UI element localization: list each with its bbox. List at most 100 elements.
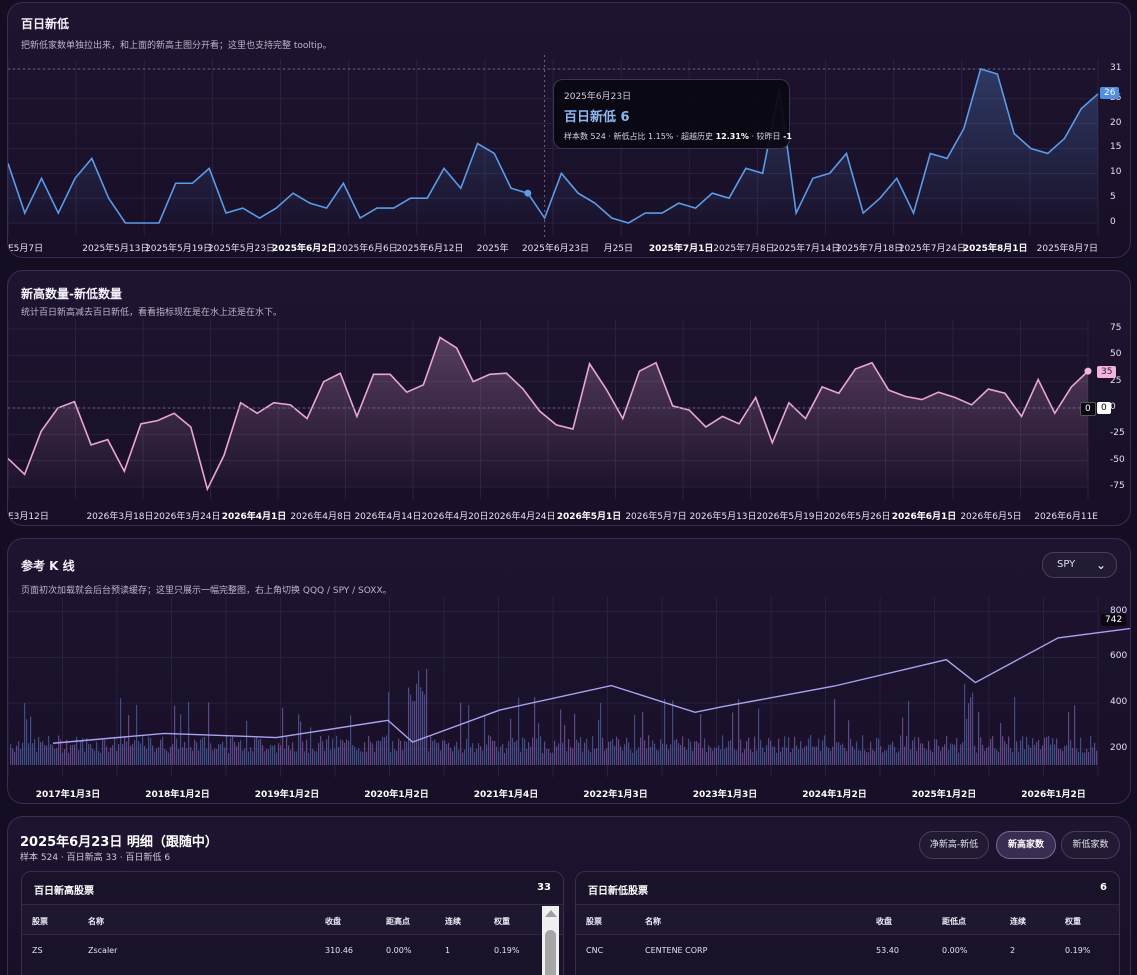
volume-bar (52, 744, 54, 765)
lows-count-button[interactable]: 新低家数 (1061, 831, 1120, 859)
column-header[interactable]: 距高点 (386, 917, 410, 926)
volume-bar (358, 748, 360, 765)
scrollbar[interactable] (542, 906, 559, 975)
highs-count-button[interactable]: 新高家数 (996, 831, 1056, 859)
volume-bar (432, 740, 434, 765)
series-line (8, 68, 1099, 224)
volume-bar (546, 748, 548, 765)
volume-bar (548, 749, 550, 765)
cell-name: Zscaler (88, 946, 118, 955)
volume-bar (482, 750, 484, 765)
net-highs-button[interactable]: 净新高-新低 (919, 831, 989, 859)
cell-symbol: CNC (586, 946, 604, 955)
symbol-select[interactable]: SPY ⌄ (1042, 552, 1117, 578)
volume-bar (646, 748, 648, 765)
volume-bar (200, 739, 202, 765)
volume-bar (32, 743, 34, 765)
volume-bar (28, 743, 30, 765)
volume-bar (902, 717, 904, 765)
volume-bar (204, 737, 206, 765)
table-row[interactable]: ZS Zscaler 310.46 0.00% 1 0.19% (22, 935, 563, 965)
volume-bar (686, 749, 688, 765)
kline-panel: 参考 K 线 页面初次加载就会后台预读缓存；这里只展示一幅完整图，右上角切换 Q… (7, 538, 1131, 804)
volume-bar (816, 746, 818, 765)
column-header[interactable]: 收盘 (876, 917, 892, 926)
volume-bar (62, 752, 64, 765)
volume-bar (222, 741, 224, 765)
x-tick-label: 2025年 (476, 244, 509, 254)
column-header[interactable]: 股票 (586, 917, 602, 926)
volume-bar (854, 749, 856, 765)
volume-bar (366, 751, 368, 765)
kline-chart[interactable] (8, 539, 1131, 804)
volume-bar (218, 744, 220, 765)
x-axis: E5月7日 2025年5月13日 2025年5月19日 2025年5月23日 2025年… (8, 241, 1098, 255)
volume-bar (148, 736, 150, 765)
x-axis: 2017年1月3日 2018年1月2日 2019年1月2日 2020年1月2日 2021… (8, 787, 1098, 801)
volume-bar (444, 740, 446, 765)
volume-bar (92, 748, 94, 765)
volume-bar (478, 743, 480, 765)
volume-bar (600, 703, 602, 765)
volume-bar (840, 745, 842, 765)
volume-bar (812, 746, 814, 765)
volume-bar (504, 752, 506, 765)
volume-bar (560, 709, 562, 765)
volume-bar (24, 703, 26, 765)
volume-bar (912, 740, 914, 765)
x-tick-label: 2025年5月23日 (207, 244, 275, 254)
net-highs-chart[interactable] (8, 271, 1131, 526)
column-header[interactable]: 距低点 (942, 917, 966, 926)
volume-bar (1008, 736, 1010, 765)
volume-bar (970, 697, 972, 765)
column-header[interactable]: 名称 (88, 917, 104, 926)
volume-bar (322, 741, 324, 765)
volume-bar (16, 745, 18, 765)
volume-bar (290, 749, 292, 765)
scroll-up-icon[interactable] (545, 910, 557, 917)
volume-bar (580, 736, 582, 765)
volume-bar (1080, 737, 1082, 765)
volume-bar (422, 691, 424, 765)
table-row[interactable]: CNC CENTENE CORP 53.40 0.00% 2 0.19% (576, 935, 1119, 965)
x-tick-label: 2021年1月4日 (473, 790, 539, 800)
cell-streak: 2 (1010, 946, 1016, 955)
scroll-thumb[interactable] (545, 930, 556, 975)
volume-bar (324, 750, 326, 765)
x-tick-label: 2026年6月11E (1034, 512, 1098, 522)
volume-bar (232, 736, 234, 765)
table-count: 33 (537, 882, 551, 893)
column-header[interactable]: 连续 (445, 917, 461, 926)
volume-bar (346, 739, 348, 765)
column-header[interactable]: 连续 (1010, 917, 1026, 926)
y-axis: 312520151050 (1104, 3, 1130, 257)
volume-bar (1044, 737, 1046, 765)
volume-bar (936, 739, 938, 765)
volume-bar (624, 744, 626, 765)
volume-bar (406, 741, 408, 765)
volume-bar (530, 746, 532, 765)
volume-bar (644, 740, 646, 765)
volume-bar (106, 746, 108, 765)
volume-bar (68, 752, 70, 765)
volume-bar (168, 752, 170, 765)
volume-bar (866, 752, 868, 765)
volume-bar (1060, 749, 1062, 765)
volume-bar (874, 751, 876, 765)
volume-bar (410, 694, 412, 765)
column-header[interactable]: 权重 (1065, 917, 1081, 926)
volume-bar (1066, 745, 1068, 765)
volume-bar (446, 743, 448, 765)
volume-bar (640, 737, 642, 765)
column-header[interactable]: 名称 (645, 917, 661, 926)
column-header[interactable]: 权重 (494, 917, 510, 926)
volume-bar (584, 742, 586, 765)
volume-bar (188, 701, 190, 765)
column-header[interactable]: 收盘 (325, 917, 341, 926)
y-tick-label: 75 (1110, 323, 1122, 333)
volume-bar (102, 739, 104, 765)
volume-bar (196, 742, 198, 765)
tooltip-headline: 百日新低 6 (564, 110, 630, 125)
column-header[interactable]: 股票 (32, 917, 48, 926)
volume-bar (240, 740, 242, 765)
